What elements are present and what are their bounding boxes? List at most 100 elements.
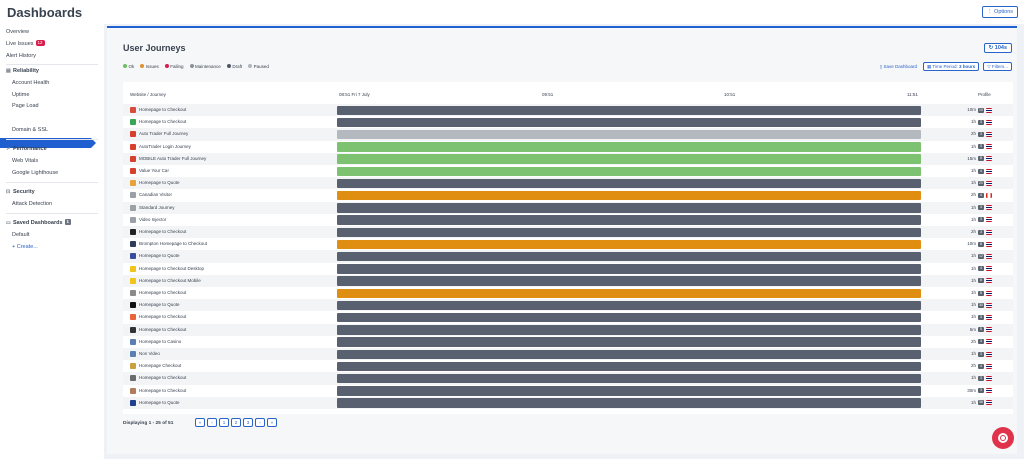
table-row[interactable]: Video Injector 1h 3	[123, 214, 1013, 226]
journey-name[interactable]: Non Video	[139, 351, 160, 356]
table-row[interactable]: Homepage to Quote 1h 30	[123, 299, 1013, 312]
status-timeline-bar[interactable]	[337, 264, 921, 274]
table-row[interactable]: Homepage to Quote 1h 36	[123, 396, 1013, 409]
journey-name[interactable]: Canadian Visitor	[139, 192, 172, 198]
filters-button[interactable]: ▽ Filters...	[983, 62, 1012, 71]
journey-name[interactable]: Auto Trader Full Journey	[139, 131, 189, 137]
table-row[interactable]: Homepage Checkout 2h 4	[123, 360, 1013, 372]
next-page-button[interactable]: ›	[255, 418, 265, 427]
sidebar-item-attack-detection[interactable]: Attack Detection	[12, 201, 53, 207]
journey-name[interactable]: Homepage to Checkout	[139, 229, 187, 234]
sidebar-item-web-vitals[interactable]: Web Vitals	[12, 158, 39, 164]
journey-name[interactable]: Homepage to Checkout	[139, 326, 187, 332]
sidebar-item-user-journeys[interactable]	[0, 138, 96, 148]
table-row[interactable]: Homepage to Checkout Desktop 1h 4	[123, 263, 1013, 275]
status-timeline-bar[interactable]	[337, 215, 921, 225]
sidebar-item-account-health[interactable]: Account Health	[12, 80, 50, 86]
journey-name[interactable]: Homepage to Quote	[139, 399, 180, 405]
status-timeline-bar[interactable]	[337, 325, 921, 335]
status-timeline-bar[interactable]	[337, 154, 921, 164]
table-row[interactable]: Homepage to Checkout 1h 3	[123, 116, 1013, 128]
sidebar-item-domain-ssl[interactable]: Domain & SSL	[12, 127, 49, 133]
table-row[interactable]: Homepage to Checkout 5m 5	[123, 323, 1013, 336]
status-timeline-bar[interactable]	[337, 288, 921, 298]
journey-name[interactable]: Video Injector	[139, 216, 167, 222]
table-row[interactable]: Canadian Visitor 2h 4	[123, 189, 1013, 201]
refresh-button[interactable]: ↻ 104s	[983, 43, 1012, 53]
status-timeline-bar[interactable]	[337, 178, 921, 189]
page-2-button[interactable]: 2	[231, 418, 241, 427]
sidebar-item-default[interactable]: Default	[12, 232, 30, 238]
table-row[interactable]: MOBILE Auto Trader Full Journey 15m 8	[123, 152, 1013, 165]
table-row[interactable]: AutoTrader Login Journey 1h 3	[123, 141, 1013, 153]
last-page-button[interactable]: »	[267, 418, 277, 427]
sidebar-item-alert-history[interactable]: Alert History	[6, 53, 36, 59]
journey-name[interactable]: Homepage to Quote	[139, 253, 180, 259]
table-row[interactable]: Homepage to Quote 1h 12	[123, 250, 1013, 263]
journey-name[interactable]: Homepage to Quote	[139, 302, 180, 308]
status-timeline-bar[interactable]	[337, 239, 921, 250]
table-row[interactable]: Brompton Homepage to Checkout 10m 8	[123, 238, 1013, 250]
sidebar-item-uptime[interactable]: Uptime	[12, 92, 30, 98]
journey-name[interactable]: Homepage to Checkout	[139, 387, 187, 393]
time-period-button[interactable]: ▦ Time Period: 3 hours	[922, 62, 980, 71]
status-timeline-bar[interactable]	[337, 276, 921, 286]
status-timeline-bar[interactable]	[337, 105, 921, 115]
sidebar-item-google-lighthouse[interactable]: Google Lighthouse	[12, 170, 59, 176]
journey-name[interactable]: Value Your Car	[139, 168, 169, 173]
status-timeline-bar[interactable]	[337, 203, 921, 213]
journey-name[interactable]: Homepage to Checkout Mobile	[139, 277, 201, 283]
previous-page-button[interactable]: ‹	[207, 418, 217, 427]
sidebar-item-live-issues[interactable]: Live Issues 12	[6, 40, 45, 47]
table-row[interactable]: Value Your Car 1h 4	[123, 165, 1013, 177]
status-timeline-bar[interactable]	[337, 227, 921, 237]
sidebar-item-overview[interactable]: Overview	[6, 29, 29, 35]
table-row[interactable]: Non Video 1h 3	[123, 348, 1013, 361]
table-row[interactable]: Homepage to Casino 2h 3	[123, 336, 1013, 348]
journey-name[interactable]: Homepage to Checkout	[139, 290, 187, 295]
status-timeline-bar[interactable]	[337, 337, 921, 347]
save-dashboard-link[interactable]: ▯ Save Dashboard	[879, 63, 917, 69]
journey-name[interactable]: MOBILE Auto Trader Full Journey	[139, 155, 207, 161]
journey-name[interactable]: AutoTrader Login Journey	[139, 143, 191, 149]
table-row[interactable]: Homepage to Checkout 10m 10	[123, 104, 1013, 117]
journey-name[interactable]: Homepage to Checkout	[139, 314, 187, 320]
create-dashboard-link[interactable]: + Create...	[12, 244, 38, 250]
page-1-button[interactable]: 1	[219, 418, 229, 427]
table-row[interactable]: Homepage to Checkout 1h 3	[123, 311, 1013, 323]
journey-name[interactable]: Homepage to Checkout	[139, 107, 187, 112]
first-page-button[interactable]: «	[195, 418, 205, 427]
status-timeline-bar[interactable]	[337, 386, 921, 396]
journey-name[interactable]: Brompton Homepage to Checkout	[139, 241, 208, 247]
page-3-button[interactable]: 3	[243, 418, 253, 427]
status-timeline-bar[interactable]	[337, 142, 921, 152]
journey-name[interactable]: Homepage to Checkout	[139, 119, 187, 125]
status-timeline-bar[interactable]	[337, 129, 921, 140]
journey-name[interactable]: Homepage to Casino	[139, 338, 182, 344]
status-timeline-bar[interactable]	[337, 300, 921, 311]
journey-name[interactable]: Homepage to Checkout Desktop	[139, 265, 205, 271]
status-timeline-bar[interactable]	[337, 361, 921, 372]
status-timeline-bar[interactable]	[337, 312, 921, 323]
status-timeline-bar[interactable]	[337, 166, 921, 176]
status-timeline-bar[interactable]	[337, 117, 921, 128]
table-row[interactable]: Homepage to Checkout 1h 5	[123, 287, 1013, 299]
status-timeline-bar[interactable]	[337, 398, 921, 408]
table-row[interactable]: Homepage to Checkout 30m 3	[123, 385, 1013, 397]
chat-support-button[interactable]	[992, 427, 1014, 449]
journey-name[interactable]: Homepage to Checkout	[139, 375, 187, 381]
table-row[interactable]: Homepage to Checkout 1h 3	[123, 372, 1013, 385]
options-button[interactable]: ⋮ Options	[982, 6, 1018, 18]
sidebar-item-page-load[interactable]: Page Load	[12, 103, 39, 109]
status-timeline-bar[interactable]	[337, 373, 921, 384]
table-row[interactable]: Standard Journey 1h 3	[123, 201, 1013, 214]
status-timeline-bar[interactable]	[337, 190, 921, 201]
status-timeline-bar[interactable]	[337, 349, 921, 359]
status-timeline-bar[interactable]	[337, 251, 921, 262]
table-row[interactable]: Homepage to Checkout 2h 3	[123, 226, 1013, 239]
journey-name[interactable]: Homepage Checkout	[139, 363, 182, 369]
table-row[interactable]: Auto Trader Full Journey 2h 3	[123, 128, 1013, 141]
table-row[interactable]: Homepage to Checkout Mobile 1h 8	[123, 274, 1013, 287]
journey-name[interactable]: Standard Journey	[139, 204, 175, 210]
table-row[interactable]: Homepage to Quote 1h 20	[123, 177, 1013, 190]
